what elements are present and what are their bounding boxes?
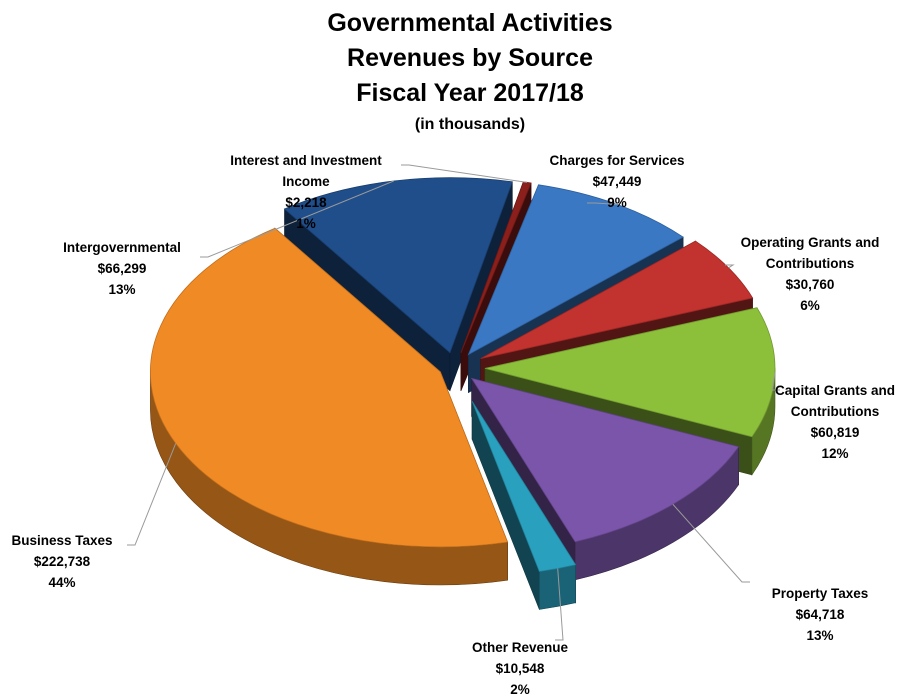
- label-other-revenue: Other Revenue $10,548 2%: [472, 640, 569, 696]
- label-operating-grants-and-contributions: Operating Grants and Contributions $30,760…: [741, 235, 880, 313]
- leader-line-charges-for-services: [587, 202, 618, 205]
- chart-title-line-3: Fiscal Year 2017/18: [356, 79, 584, 107]
- chart-title-line-1: Governmental Activities: [327, 9, 613, 37]
- slice-business-taxes: [150, 227, 509, 548]
- slice-other-revenue: [471, 401, 577, 572]
- label-intergovernmental: Intergovernmental $66,299 13%: [63, 240, 181, 297]
- leader-line-intergovernmental: [200, 180, 394, 258]
- label-business-taxes: Business Taxes $222,738 44%: [11, 533, 112, 590]
- leader-line-operating-grants-and-contributions: [725, 264, 735, 269]
- leader-line-interest-and-investment-income: [401, 164, 528, 183]
- leader-line-other-revenue: [555, 568, 564, 641]
- leader-line-business-taxes: [127, 443, 177, 546]
- label-interest-and-investment-income: Interest and Investment Income $2,218 1%: [230, 153, 382, 231]
- label-charges-for-services: Charges for Services $47,449 9%: [549, 153, 684, 210]
- label-property-taxes: Property Taxes $64,718 13%: [772, 586, 869, 643]
- label-capital-grants-and-contributions: Capital Grants and Contributions $60,819 12…: [775, 383, 895, 461]
- chart-title-line-2: Revenues by Source: [347, 44, 593, 72]
- leader-line-property-taxes: [672, 503, 750, 583]
- chart-subtitle: (in thousands): [414, 116, 526, 133]
- leader-line-capital-grants-and-contributions: [771, 372, 780, 391]
- chart-title-block: Governmental Activities Revenues by Sour…: [250, 6, 690, 137]
